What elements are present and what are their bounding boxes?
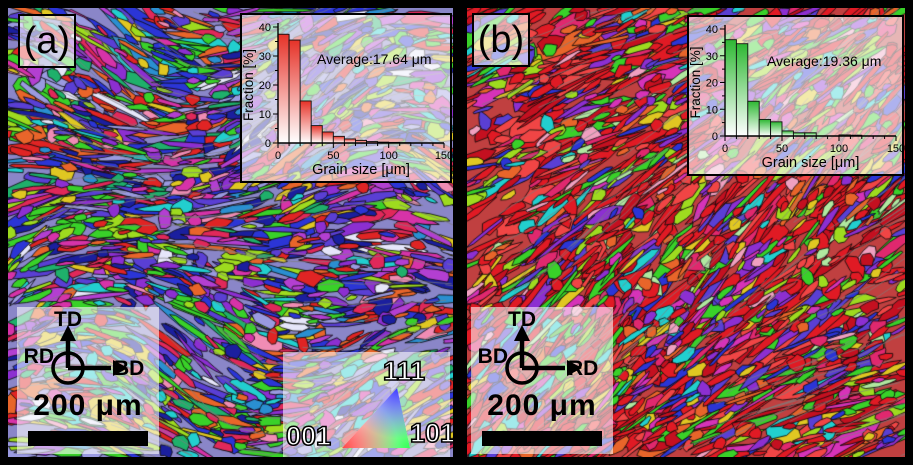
svg-text:100: 100 <box>379 150 397 162</box>
svg-text:30: 30 <box>259 51 271 63</box>
ipf-color-triangle <box>342 388 410 448</box>
svg-text:150: 150 <box>435 150 453 162</box>
scale-bar-rect-b <box>482 431 602 446</box>
panel-b: (b) 0 10 20 30 40 0 50 100 150 Fraction [%] Grain … <box>467 8 905 457</box>
svg-text:0: 0 <box>265 138 271 150</box>
orientation-axes-b: TD BD RD <box>471 307 613 387</box>
svg-text:50: 50 <box>327 150 339 162</box>
axis-label-left-a: RD <box>23 345 54 368</box>
grain-size-histogram-a: 0 10 20 30 40 0 50 100 150 Fraction [%] Grain size… <box>241 22 453 178</box>
axis-label-right-b: RD <box>568 357 599 380</box>
panel-label-a-text: (a) <box>23 20 71 62</box>
grain-size-histogram-b: 0 10 20 30 40 0 50 100 150 Fraction [%] Grain size… <box>688 24 905 171</box>
arrow-up-icon <box>514 325 530 341</box>
ipf-label-111: 111 <box>382 356 426 386</box>
arrow-up-icon <box>60 325 76 341</box>
out-of-plane-circle-icon <box>505 351 539 385</box>
svg-text:0: 0 <box>712 131 718 143</box>
grain-size-histogram-inset-b: 0 10 20 30 40 0 50 100 150 Fraction [%] Grain size… <box>687 15 905 176</box>
svg-text:0: 0 <box>275 150 281 162</box>
ipf-label-101: 101 <box>409 418 453 448</box>
panel-label-b-text: (b) <box>477 19 525 61</box>
svg-text:Fraction [%]: Fraction [%] <box>241 49 256 121</box>
panel-label-a: (a) <box>18 14 76 68</box>
svg-text:Average:17.64 μm: Average:17.64 μm <box>317 51 431 67</box>
panel-a: (a) 0 10 20 30 40 0 50 100 150 Fraction [%] Grain … <box>8 8 453 457</box>
svg-text:0: 0 <box>722 143 728 155</box>
svg-text:Grain size [μm]: Grain size [μm] <box>312 162 410 178</box>
svg-text:150: 150 <box>887 143 905 155</box>
grain-size-histogram-inset-a: 0 10 20 30 40 0 50 100 150 Fraction [%] Grain size… <box>240 13 453 183</box>
scale-bar-box-b: 200 μm <box>471 387 613 454</box>
svg-text:50: 50 <box>776 143 788 155</box>
svg-text:Average:19.36 μm: Average:19.36 μm <box>767 53 881 69</box>
axis-label-up-a: TD <box>54 308 82 331</box>
svg-text:10: 10 <box>259 109 271 121</box>
svg-text:Grain size [μm]: Grain size [μm] <box>762 155 860 171</box>
svg-text:30: 30 <box>706 51 718 63</box>
svg-text:10: 10 <box>706 104 718 116</box>
svg-text:20: 20 <box>706 78 718 90</box>
scale-bar-rect-a <box>28 431 148 446</box>
arrow-right-icon <box>567 360 582 376</box>
axis-label-right-a: BD <box>114 357 145 380</box>
orientation-axes-a: TD RD BD <box>17 307 159 387</box>
out-of-plane-circle-icon <box>51 351 85 385</box>
ipf-color-legend: 111 001 101 <box>283 352 453 457</box>
scale-bar-text-b: 200 μm <box>487 389 597 422</box>
axis-label-left-b: BD <box>477 345 508 368</box>
svg-text:100: 100 <box>830 143 848 155</box>
scale-bar-box-a: 200 μm <box>17 387 159 454</box>
axes-arrows-icon <box>505 325 582 385</box>
ipf-label-001: 001 <box>285 421 332 451</box>
scale-bar-text-a: 200 μm <box>33 389 143 422</box>
axes-arrows-icon <box>51 325 128 385</box>
svg-text:Fraction [%]: Fraction [%] <box>688 46 703 118</box>
axis-label-up-b: TD <box>508 308 536 331</box>
arrow-right-icon <box>113 360 128 376</box>
svg-text:20: 20 <box>259 80 271 92</box>
svg-text:40: 40 <box>259 22 271 34</box>
svg-text:40: 40 <box>706 24 718 36</box>
panel-label-b: (b) <box>472 13 530 67</box>
